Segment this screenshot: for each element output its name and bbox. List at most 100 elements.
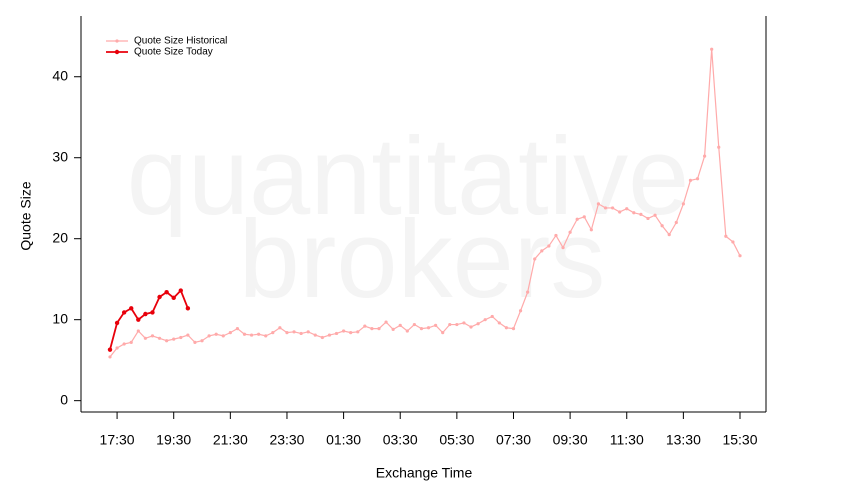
data-point (469, 325, 473, 329)
data-point (639, 212, 643, 217)
data-point (398, 323, 402, 327)
legend-label: Quote Size Today (134, 47, 213, 58)
data-point (349, 331, 353, 335)
data-point (448, 322, 452, 327)
data-point (299, 331, 303, 336)
data-point (618, 210, 622, 214)
data-point (107, 347, 113, 352)
data-point (278, 326, 282, 330)
data-point (179, 335, 183, 340)
data-point (129, 306, 134, 311)
data-point (172, 337, 176, 341)
data-point (731, 240, 735, 244)
data-point (511, 326, 516, 331)
y-tick-label: 0 (60, 391, 68, 407)
data-point (157, 336, 162, 340)
data-point (625, 207, 629, 211)
data-point (582, 215, 586, 219)
data-point (214, 332, 218, 336)
data-point (171, 295, 176, 301)
data-point (518, 309, 523, 313)
data-point (561, 246, 565, 250)
series-line (109, 288, 189, 350)
data-point (200, 339, 204, 343)
data-point (660, 224, 664, 228)
data-point (426, 326, 431, 330)
data-point (540, 249, 544, 253)
data-point (384, 320, 388, 324)
data-point (504, 326, 509, 330)
data-point (632, 211, 636, 215)
data-point (249, 333, 254, 337)
data-point (334, 331, 339, 336)
data-point (646, 216, 650, 221)
data-point (150, 310, 155, 315)
data-point (724, 234, 728, 238)
data-point (363, 324, 367, 328)
y-axis-label: Quote Size (18, 181, 34, 250)
watermark: brokers (239, 198, 606, 321)
data-point (717, 145, 721, 149)
data-point (264, 334, 268, 338)
data-point (547, 244, 551, 248)
data-point (462, 321, 466, 325)
data-point (178, 288, 183, 293)
data-point (419, 326, 424, 331)
data-point (434, 323, 438, 327)
data-point (554, 233, 558, 238)
data-point (320, 335, 324, 340)
data-point (257, 332, 261, 336)
x-tick-label: 17:30 (100, 432, 135, 448)
x-tick-label: 19:30 (156, 432, 191, 448)
data-point (441, 331, 445, 335)
data-point (143, 311, 148, 317)
data-point (129, 340, 133, 344)
data-point (285, 331, 289, 335)
data-point (405, 329, 409, 333)
y-tick-label: 40 (52, 67, 68, 83)
data-point (497, 321, 501, 325)
data-point (235, 326, 240, 331)
data-point (710, 47, 714, 51)
data-point (455, 322, 459, 327)
data-point (412, 322, 416, 327)
data-point (483, 318, 487, 322)
legend-label: Quote Size Historical (134, 36, 227, 47)
data-point (186, 333, 190, 337)
data-point (370, 326, 374, 331)
data-point (327, 333, 332, 337)
y-tick-label: 10 (52, 310, 68, 326)
x-tick-label: 03:30 (383, 432, 418, 448)
data-point (589, 228, 593, 232)
x-tick-label: 21:30 (213, 432, 248, 448)
data-point (575, 217, 579, 221)
data-point (695, 177, 700, 181)
data-point (738, 254, 742, 258)
data-point (115, 346, 119, 350)
x-tick-label: 01:30 (326, 432, 361, 448)
data-point (533, 257, 537, 261)
x-tick-label: 07:30 (496, 432, 531, 448)
data-point (568, 230, 572, 234)
data-point (164, 289, 169, 295)
y-tick-label: 20 (52, 229, 68, 245)
data-point (292, 330, 296, 334)
x-tick-label: 09:30 (553, 432, 588, 448)
data-point (165, 339, 169, 343)
data-point (667, 233, 671, 237)
data-point (306, 330, 310, 334)
x-tick-label: 13:30 (666, 432, 701, 448)
data-point (143, 336, 147, 340)
legend-marker (114, 49, 120, 55)
x-tick-label: 05:30 (439, 432, 474, 448)
data-point (356, 330, 360, 334)
x-tick-label: 15:30 (722, 432, 757, 448)
data-point (703, 154, 707, 158)
data-point (271, 331, 275, 335)
data-point (603, 206, 608, 210)
data-point (653, 213, 657, 217)
data-point (242, 332, 247, 336)
data-point (377, 326, 381, 331)
watermark: quantitative (127, 115, 690, 238)
x-tick-label: 11:30 (610, 432, 644, 448)
